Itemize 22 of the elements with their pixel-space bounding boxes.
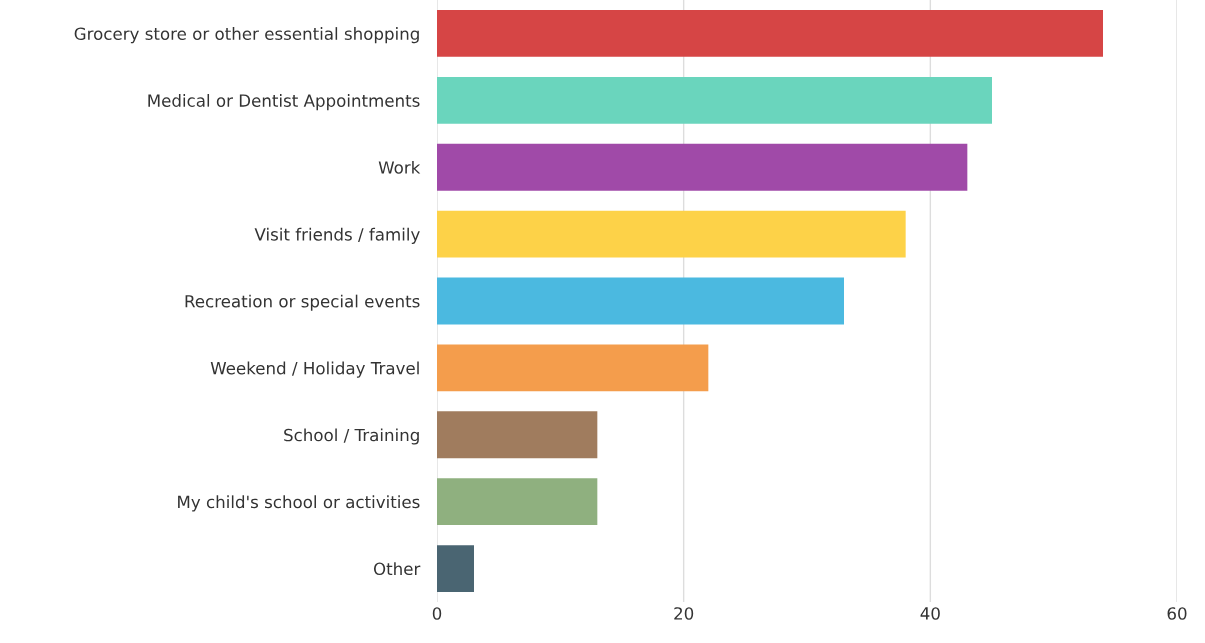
y-tick-label: My child's school or activities: [178, 495, 420, 512]
x-tick-label: 40: [920, 607, 940, 620]
y-tick-label: Other: [373, 562, 421, 576]
bar: [437, 545, 474, 592]
bar: [437, 10, 1103, 57]
bar: [437, 277, 844, 325]
bar: [437, 210, 906, 258]
bar: [437, 411, 598, 459]
bar: [437, 143, 968, 191]
x-tick-label: 60: [1167, 607, 1187, 620]
y-tick-label: Weekend / Holiday Travel: [210, 361, 419, 378]
y-tick-label: Visit friends / family: [254, 227, 420, 244]
y-tick-label: Medical or Dentist Appointments: [148, 94, 420, 111]
y-tick-label: School / Training: [284, 428, 419, 445]
bar: [437, 478, 598, 526]
y-tick-label: Grocery store or other essential shopping: [74, 27, 419, 44]
y-tick-label: Work: [378, 160, 421, 174]
bar: [437, 344, 709, 392]
x-tick-label: 20: [674, 607, 694, 620]
bar: [437, 76, 992, 124]
x-tick-label: 0: [432, 607, 442, 620]
y-tick-label: Recreation or special events: [185, 294, 420, 311]
